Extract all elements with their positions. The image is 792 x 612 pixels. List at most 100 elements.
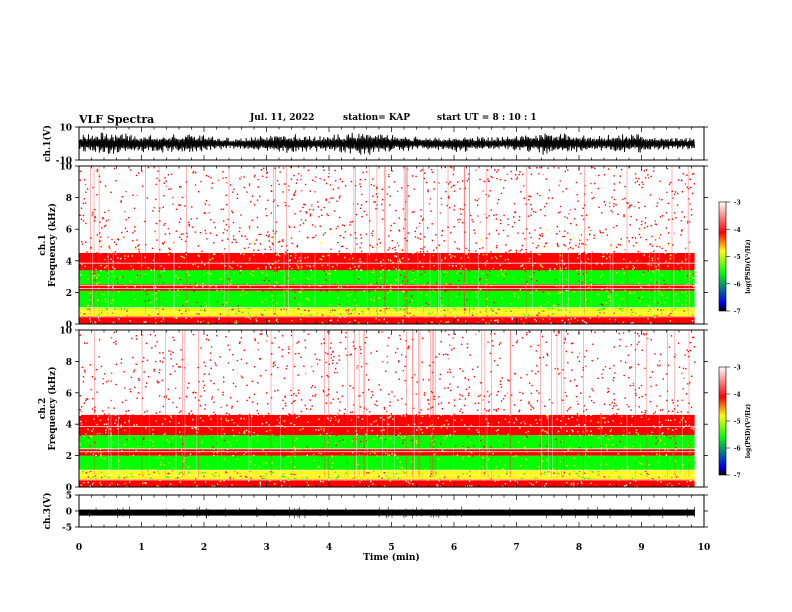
spectrogram-speckle	[234, 290, 237, 293]
spectrogram-speckle	[290, 261, 293, 263]
spectrogram-speckle	[229, 184, 232, 186]
spectrogram-speckle	[177, 477, 179, 479]
spectrogram-speckle	[615, 196, 618, 199]
spectrogram-speckle	[343, 167, 345, 169]
spectrogram-speckle	[290, 196, 292, 198]
spectrogram-speckle	[638, 307, 640, 310]
spectrogram-speckle	[535, 247, 538, 249]
spectrogram-speckle	[96, 168, 99, 171]
spectrogram-speckle	[90, 473, 92, 475]
spectrogram-speckle	[212, 306, 214, 308]
spectrogram-speckle	[613, 218, 616, 220]
spectrogram-speckle	[165, 180, 167, 182]
spectrogram-speckle	[135, 195, 138, 197]
spectrogram-speckle	[236, 197, 239, 200]
spectrogram-speckle	[282, 239, 284, 241]
spectrogram-speckle	[692, 201, 694, 204]
spectrogram-speckle	[572, 247, 574, 250]
spectrogram-speckle	[380, 216, 382, 218]
spectrogram-speckle	[524, 287, 526, 289]
spectrogram-speckle	[415, 174, 417, 176]
spectrogram-speckle	[338, 179, 340, 182]
spectrogram-speckle	[586, 252, 588, 255]
spectrogram-speckle	[239, 292, 241, 295]
spectrogram-speckle	[537, 315, 539, 317]
spectrogram-speckle	[378, 319, 381, 321]
spectrogram-speckle	[297, 250, 300, 252]
spectrogram-speckle	[466, 472, 468, 475]
spectrogram-speckle	[255, 302, 258, 305]
spectrogram-speckle	[502, 273, 504, 276]
spectrogram-speckle	[248, 225, 251, 228]
spectrogram-speckle	[668, 286, 671, 289]
spectrogram-speckle	[124, 282, 127, 284]
spectrogram-speckle	[154, 166, 157, 169]
spectrogram-speckle	[98, 188, 101, 190]
spectrogram-speckle	[456, 268, 459, 271]
spectrogram-speckle	[190, 194, 193, 197]
spectrogram-speckle	[491, 176, 493, 179]
spectrogram-speckle	[233, 287, 236, 289]
spectrogram-speckle	[439, 203, 442, 206]
spectrogram-speckle	[248, 307, 250, 310]
spectrogram-speckle	[132, 278, 135, 280]
spectrogram-speckle	[153, 268, 155, 271]
spectrogram-speckle	[306, 223, 308, 226]
spectrogram-speckle	[634, 212, 636, 214]
spectrogram-speckle	[684, 480, 686, 482]
spectrogram-speckle	[193, 180, 195, 183]
spectrogram-speckle	[498, 481, 501, 483]
spectrogram-speckle	[524, 191, 526, 194]
spectrogram-speckle	[227, 211, 230, 213]
spectrogram-speckle	[584, 185, 586, 187]
spectrogram-speckle	[523, 221, 525, 223]
spectrogram-speckle	[337, 185, 340, 187]
spectrogram-speckle	[658, 198, 661, 200]
spectrogram-speckle	[432, 290, 435, 293]
spectrogram-speckle	[293, 174, 295, 177]
spectrogram-speckle	[551, 197, 554, 199]
spectrogram-speckle	[315, 273, 318, 276]
spectrogram-speckle	[565, 308, 567, 310]
spectrogram-speckle	[380, 296, 383, 298]
spectrogram-speckle	[268, 234, 270, 236]
spectrogram-speckle	[93, 269, 96, 272]
spectrogram-speckle	[308, 278, 310, 280]
spectrogram-speckle	[157, 214, 159, 216]
spectrogram-speckle	[246, 276, 249, 278]
spectrogram-speckle	[625, 484, 628, 487]
spectrogram-speckle	[457, 475, 459, 478]
spectrogram-speckle	[498, 233, 500, 235]
spectrogram-speckle	[607, 296, 609, 299]
spectrogram-speckle	[126, 310, 128, 312]
spectrogram-speckle	[557, 245, 559, 247]
spectrogram-speckle	[126, 309, 129, 311]
spectrogram-speckle	[170, 220, 172, 223]
spectrogram-speckle	[117, 173, 120, 176]
spectrogram-speckle	[638, 184, 641, 186]
spectrogram-speckle	[111, 286, 114, 288]
spectrogram-speckle	[633, 178, 635, 180]
spectrogram-speckle	[118, 291, 120, 293]
spectrogram-speckle	[106, 185, 109, 187]
spectrogram-speckle	[125, 271, 128, 273]
spectrogram-speckle	[284, 484, 286, 486]
spectrogram-speckle	[656, 233, 658, 236]
spectrogram-speckle	[561, 185, 563, 187]
spectrogram-speckle	[205, 305, 208, 307]
spectrogram-speckle	[535, 179, 537, 181]
spectrogram-speckle	[251, 481, 254, 483]
spectrogram-speckle	[152, 259, 155, 261]
spectrogram-speckle	[602, 186, 605, 188]
spectrogram-speckle	[119, 301, 122, 303]
spectrogram-speckle	[511, 318, 513, 321]
spectrogram-speckle	[103, 293, 105, 296]
spectrogram-speckle	[460, 267, 462, 270]
spectrogram-speckle	[449, 305, 451, 307]
spectrogram-speckle	[647, 317, 649, 320]
spectrogram-speckle	[332, 197, 334, 199]
spectrogram-speckle	[187, 240, 190, 242]
spectrogram-speckle	[170, 168, 172, 170]
spectrogram-speckle	[568, 473, 571, 475]
spectrogram-speckle	[123, 268, 125, 270]
